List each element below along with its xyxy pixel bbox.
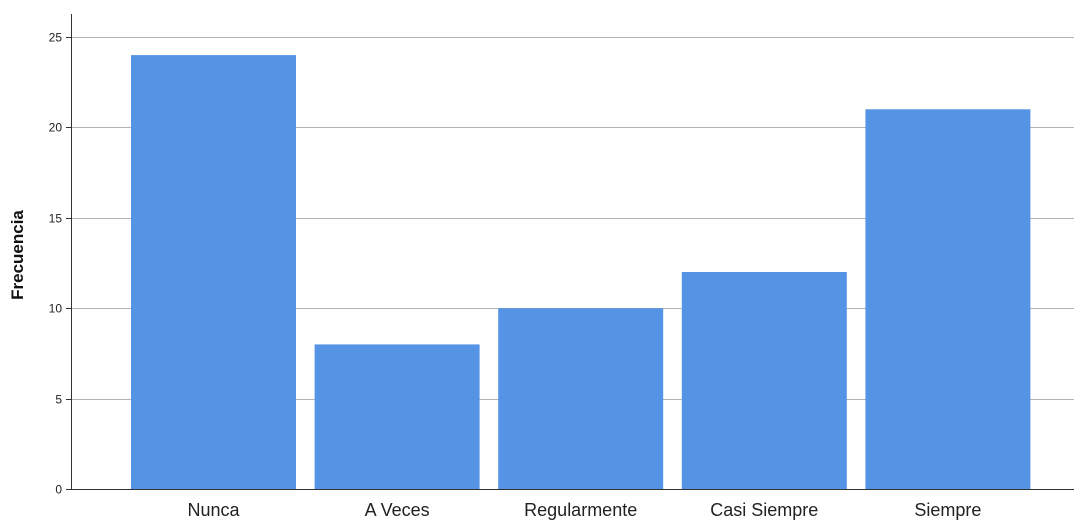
bar-nunca: [131, 55, 296, 489]
x-tick-label: Casi Siempre: [710, 500, 818, 520]
y-tick-label: 25: [49, 31, 63, 45]
y-tick-label: 0: [55, 483, 62, 497]
bar-siempre: [865, 109, 1031, 490]
bar-casi-siempre: [681, 272, 847, 489]
bar-regularmente: [498, 308, 664, 489]
y-tick-label: 5: [55, 393, 62, 407]
bar-a-veces: [314, 344, 480, 489]
x-tick-label: Regularmente: [524, 500, 637, 520]
bars: [131, 55, 1031, 490]
y-tick-label: 10: [49, 302, 63, 316]
x-tick-label: Siempre: [914, 500, 981, 520]
x-tick-label: Nunca: [187, 500, 240, 520]
y-axis-title: Frecuencia: [8, 210, 27, 300]
x-tick-labels: Nunca A Veces Regularmente Casi Siempre Siem…: [187, 500, 981, 520]
axes: [71, 14, 1074, 490]
y-tick-label: 15: [49, 212, 63, 226]
y-tick-label: 20: [49, 121, 63, 135]
y-tick-labels: 0 5 10 15 20 25: [49, 31, 71, 497]
x-tick-label: A Veces: [365, 500, 430, 520]
